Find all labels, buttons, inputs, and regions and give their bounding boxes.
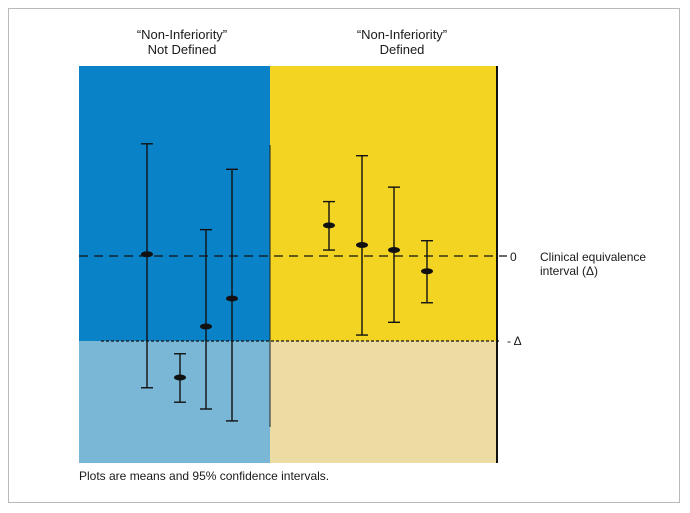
mean-point-left-3: [200, 323, 212, 330]
zero-label: 0: [510, 250, 517, 264]
header-defined: “Non-Inferiority” Defined: [312, 27, 492, 57]
header-defined-line1: “Non-Inferiority”: [356, 27, 448, 42]
delta-label: - Δ: [507, 334, 522, 348]
clinical-equivalence-label: Clinical equivalence interval (Δ): [540, 250, 646, 278]
region-not-defined-upper: [79, 66, 270, 341]
mean-point-left-4: [226, 295, 238, 302]
mean-point-right-1: [323, 222, 335, 229]
header-defined-line2: Defined: [379, 42, 425, 57]
region-defined-upper: [270, 66, 497, 341]
mean-point-right-4: [421, 268, 433, 275]
mean-point-right-3: [388, 247, 400, 254]
header-not-defined: “Non-Inferiority” Not Defined: [92, 27, 272, 57]
mean-point-right-2: [356, 241, 368, 248]
region-defined-lower: [270, 341, 497, 463]
mean-point-left-2: [174, 374, 186, 381]
caption: Plots are means and 95% confidence inter…: [79, 469, 330, 483]
header-not-defined-line2: Not Defined: [147, 42, 217, 57]
header-not-defined-line1: “Non-Inferiority”: [136, 27, 228, 42]
clinical-equivalence-line2: interval (Δ): [540, 264, 599, 278]
clinical-equivalence-line1: Clinical equivalence: [540, 250, 647, 264]
mean-point-left-1: [141, 251, 153, 258]
